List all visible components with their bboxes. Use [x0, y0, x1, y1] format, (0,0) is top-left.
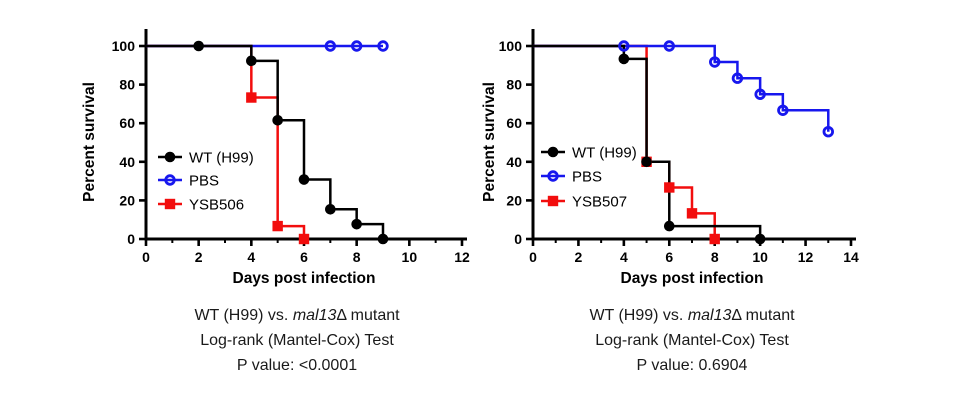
data-point-filled-circle	[246, 55, 257, 67]
data-point-open-circle	[822, 125, 834, 138]
data-point-filled-square	[164, 198, 176, 210]
y-tick-label: 80	[506, 77, 522, 93]
data-point-filled-circle	[325, 203, 336, 215]
y-tick-label: 60	[506, 115, 522, 131]
caption-text: mutant	[346, 307, 400, 324]
legend-item-ysb507: YSB507	[541, 194, 627, 211]
y-tick-label: 100	[499, 38, 523, 54]
y-axis-title: Percent survival	[481, 82, 498, 202]
x-axis-title: Days post infection	[621, 270, 764, 287]
caption-text: WT (H99) vs.	[589, 307, 688, 324]
x-tick-label: 2	[195, 249, 203, 265]
legend-label: PBS	[572, 169, 602, 186]
y-tick-label: 40	[119, 154, 135, 170]
caption-delta: Δ	[336, 307, 347, 324]
x-tick-label: 8	[353, 249, 361, 265]
data-point-filled-square	[709, 233, 720, 245]
y-tick-label: 80	[119, 77, 135, 93]
x-tick-label: 4	[247, 249, 255, 265]
caption-gene-italic: mal13	[687, 307, 732, 324]
data-point-open-circle	[350, 40, 363, 52]
y-tick-label: 100	[112, 38, 136, 54]
data-point-filled-square	[272, 220, 283, 232]
data-point-open-circle	[164, 174, 176, 186]
legend-label: YSB506	[189, 197, 244, 214]
x-tick-label: 10	[752, 249, 768, 265]
data-point-filled-circle	[377, 233, 389, 245]
data-point-filled-circle	[193, 40, 204, 52]
data-point-filled-circle	[298, 174, 310, 185]
x-tick-label: 2	[575, 249, 583, 265]
caption-left: WT (H99) vs. mal13Δ mutant Log-rank (Man…	[194, 303, 399, 378]
data-point-filled-circle	[663, 220, 675, 232]
legend-item-wt-h99-: WT (H99)	[541, 145, 637, 162]
data-point-open-circle	[377, 40, 389, 52]
data-point-open-circle	[547, 170, 559, 182]
y-tick-label: 40	[506, 154, 522, 170]
data-point-open-circle	[618, 40, 630, 52]
y-tick-label: 60	[119, 115, 135, 131]
series-line-wt-h99-	[146, 44, 385, 239]
data-point-filled-circle	[272, 115, 283, 126]
survival-plot-right: 0 2 4 6 8 10 12 14 0 20 40 60 80 100 Days post infecti…	[481, 29, 859, 287]
x-tick-label: 8	[711, 249, 719, 265]
caption-right-comparison: WT (H99) vs. mal13Δ mutant	[589, 303, 794, 328]
legend-item-pbs: PBS	[158, 173, 219, 190]
data-point-filled-square	[246, 92, 257, 103]
x-axis-title: Days post infection	[233, 270, 376, 287]
data-point-open-circle	[709, 56, 721, 68]
caption-left-comparison: WT (H99) vs. mal13Δ mutant	[194, 303, 399, 328]
x-tick-label: 4	[620, 249, 628, 265]
data-point-open-circle	[777, 104, 789, 116]
data-point-filled-circle	[164, 151, 176, 163]
caption-gene-italic: mal13	[292, 307, 337, 324]
x-tick-label: 10	[402, 249, 418, 265]
data-point-open-circle	[663, 40, 675, 52]
caption-right-test: Log-rank (Mantel-Cox) Test	[595, 332, 789, 349]
x-tick-label: 0	[142, 249, 150, 265]
y-tick-label: 20	[119, 192, 135, 208]
data-point-open-circle	[754, 88, 766, 100]
data-point-filled-circle	[754, 233, 766, 245]
legend-item-ysb506: YSB506	[158, 197, 244, 214]
caption-left-test: Log-rank (Mantel-Cox) Test	[200, 332, 394, 349]
y-tick-label: 0	[514, 231, 522, 247]
legend-item-wt-h99-: WT (H99)	[158, 150, 254, 167]
caption-text: mutant	[741, 307, 795, 324]
data-point-filled-circle	[547, 146, 559, 158]
x-tick-label: 12	[798, 249, 814, 265]
data-point-filled-square	[664, 182, 675, 193]
y-tick-label: 20	[506, 192, 522, 208]
data-point-open-circle	[324, 40, 337, 52]
survival-plot-left: 0 2 4 6 8 10 12 0 20 40 60 80 100 Days post infection…	[81, 29, 470, 287]
caption-right-pvalue: P value: 0.6904	[636, 357, 748, 374]
caption-left-pvalue: P value: <0.0001	[236, 357, 358, 374]
x-tick-label: 6	[665, 249, 673, 265]
caption-text: WT (H99) vs.	[194, 307, 293, 324]
legend-label: PBS	[189, 173, 219, 190]
legend-item-pbs: PBS	[541, 169, 602, 186]
data-point-filled-circle	[618, 53, 630, 65]
x-tick-label: 6	[300, 249, 308, 265]
x-tick-label: 14	[843, 249, 859, 265]
data-point-filled-square	[686, 208, 698, 219]
legend-label: WT (H99)	[189, 150, 254, 167]
caption-delta: Δ	[731, 307, 742, 324]
data-point-open-circle	[731, 72, 744, 84]
data-point-filled-circle	[641, 156, 652, 168]
x-tick-label: 12	[454, 249, 470, 265]
x-tick-label: 0	[529, 249, 537, 265]
y-tick-label: 0	[127, 231, 135, 247]
caption-right: WT (H99) vs. mal13Δ mutant Log-rank (Man…	[589, 303, 794, 378]
y-axis-title: Percent survival	[81, 82, 98, 202]
series-line-wt-h99-	[533, 44, 762, 239]
data-point-filled-square	[298, 233, 310, 245]
legend-label: YSB507	[572, 194, 627, 211]
legend-label: WT (H99)	[572, 145, 637, 162]
series-line-pbs	[533, 44, 830, 132]
data-point-filled-circle	[351, 218, 362, 230]
data-point-filled-square	[547, 195, 559, 207]
